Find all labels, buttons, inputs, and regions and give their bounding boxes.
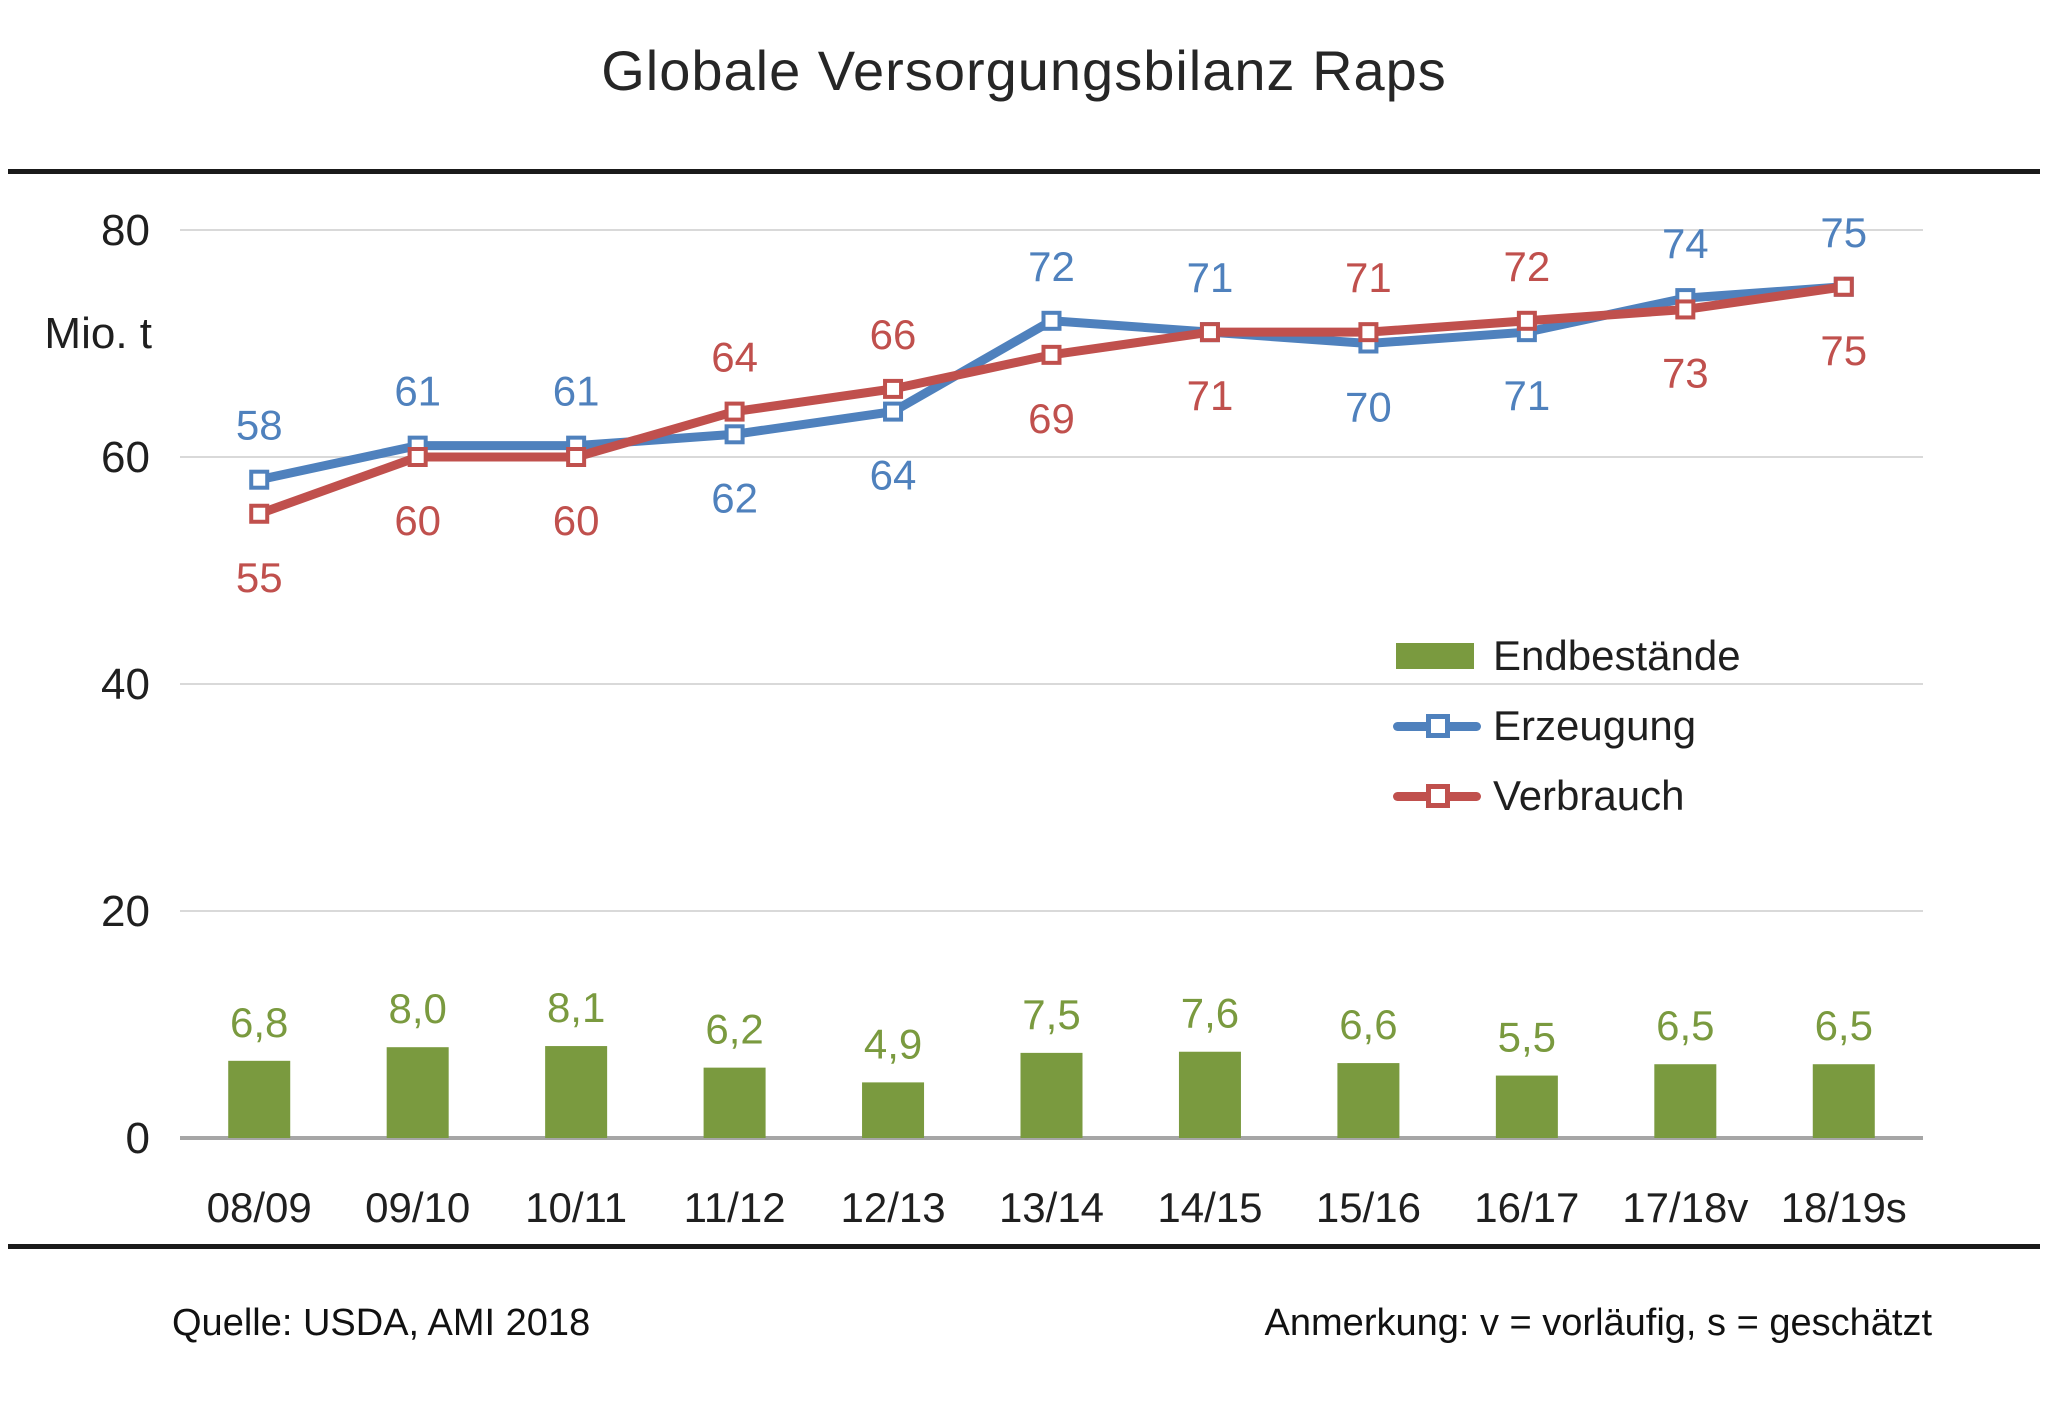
category-label: 17/18v bbox=[1622, 1184, 1748, 1231]
point-label-Erzeugung: 70 bbox=[1345, 384, 1392, 431]
marker-Verbrauch-14/15 bbox=[1199, 322, 1220, 343]
bar-value-label: 6,5 bbox=[1656, 1002, 1714, 1049]
y-tick-label: 80 bbox=[101, 206, 150, 255]
category-label: 12/13 bbox=[840, 1184, 945, 1231]
marker-Verbrauch-10/11 bbox=[566, 447, 587, 467]
marker-Erzeugung-13/14 bbox=[1041, 310, 1062, 331]
top-divider bbox=[8, 169, 2040, 174]
marker-Erzeugung-08/09 bbox=[249, 469, 270, 490]
category-label: 14/15 bbox=[1157, 1184, 1262, 1231]
y-axis-unit-label: Mio. t bbox=[44, 309, 152, 358]
bar-17/18v bbox=[1654, 1064, 1717, 1138]
y-tick-label: 0 bbox=[126, 1114, 150, 1163]
point-label-Erzeugung: 61 bbox=[394, 368, 441, 415]
bar-value-label: 5,5 bbox=[1498, 1014, 1556, 1061]
bar-value-label: 4,9 bbox=[864, 1020, 922, 1067]
bar-value-label: 8,0 bbox=[388, 985, 446, 1032]
bar-12/13 bbox=[862, 1082, 925, 1138]
legend: Endbestände Erzeugung Verbrauch bbox=[1393, 629, 1741, 839]
bar-08/09 bbox=[228, 1060, 291, 1138]
marker-Erzeugung-11/12 bbox=[724, 424, 745, 445]
point-label-Verbrauch: 72 bbox=[1504, 243, 1551, 290]
bar-value-label: 6,2 bbox=[705, 1006, 763, 1053]
point-label-Erzeugung: 64 bbox=[870, 452, 917, 499]
category-label: 09/10 bbox=[365, 1184, 470, 1231]
marker-Verbrauch-12/13 bbox=[883, 378, 904, 399]
bar-10/11 bbox=[545, 1046, 608, 1138]
line-marker-swatch-icon bbox=[1393, 699, 1481, 753]
y-tick-label: 40 bbox=[101, 660, 150, 709]
y-tick-label: 60 bbox=[101, 433, 150, 482]
y-tick-label: 20 bbox=[101, 887, 150, 936]
category-label: 10/11 bbox=[525, 1184, 627, 1231]
marker-Verbrauch-09/10 bbox=[407, 447, 428, 467]
legend-item-endbestaende: Endbestände bbox=[1393, 629, 1741, 683]
bar-18/19s bbox=[1812, 1064, 1875, 1138]
point-label-Erzeugung: 74 bbox=[1662, 220, 1709, 267]
point-label-Verbrauch: 64 bbox=[711, 334, 758, 381]
bar-value-label: 6,5 bbox=[1815, 1002, 1873, 1049]
marker-Verbrauch-13/14 bbox=[1041, 344, 1062, 365]
bar-value-label: 8,1 bbox=[547, 984, 605, 1031]
point-label-Erzeugung: 71 bbox=[1504, 372, 1551, 419]
marker-Verbrauch-17/18v bbox=[1675, 299, 1696, 320]
bar-14/15 bbox=[1178, 1051, 1241, 1138]
line-marker-swatch-icon bbox=[1393, 769, 1481, 823]
point-label-Verbrauch: 55 bbox=[236, 554, 283, 601]
marker-Verbrauch-15/16 bbox=[1358, 322, 1379, 343]
category-label: 16/17 bbox=[1474, 1184, 1579, 1231]
legend-item-verbrauch: Verbrauch bbox=[1393, 769, 1741, 823]
legend-label-endbestaende: Endbestände bbox=[1493, 632, 1741, 679]
page-title: Globale Versorgungsbilanz Raps bbox=[601, 39, 1447, 102]
marker-Verbrauch-16/17 bbox=[1516, 310, 1537, 331]
point-label-Erzeugung: 62 bbox=[711, 474, 758, 521]
legend-label-erzeugung: Erzeugung bbox=[1493, 702, 1697, 749]
point-label-Erzeugung: 72 bbox=[1028, 243, 1075, 290]
marker-Verbrauch-18/19s bbox=[1833, 276, 1854, 297]
bar-11/12 bbox=[703, 1067, 766, 1138]
bar-16/17 bbox=[1495, 1075, 1558, 1138]
annotation-note: Anmerkung: v = vorläufig, s = geschätzt bbox=[1264, 1302, 1932, 1344]
bottom-divider bbox=[8, 1244, 2040, 1249]
point-label-Verbrauch: 75 bbox=[1820, 327, 1867, 374]
legend-item-erzeugung: Erzeugung bbox=[1393, 699, 1741, 753]
bar-09/10 bbox=[386, 1047, 449, 1138]
point-label-Verbrauch: 69 bbox=[1028, 395, 1075, 442]
bar-value-label: 6,8 bbox=[230, 999, 288, 1046]
point-label-Verbrauch: 73 bbox=[1662, 349, 1709, 396]
marker-Verbrauch-11/12 bbox=[724, 401, 745, 422]
bar-value-label: 7,5 bbox=[1022, 991, 1080, 1038]
point-label-Verbrauch: 66 bbox=[870, 311, 917, 358]
category-label: 13/14 bbox=[999, 1184, 1104, 1231]
marker-Erzeugung-12/13 bbox=[883, 401, 904, 422]
point-label-Verbrauch: 60 bbox=[394, 497, 441, 544]
bar-15/16 bbox=[1337, 1063, 1400, 1138]
marker-Verbrauch-08/09 bbox=[249, 503, 270, 524]
point-label-Erzeugung: 61 bbox=[553, 368, 600, 415]
point-label-Verbrauch: 71 bbox=[1345, 254, 1392, 301]
category-label: 08/09 bbox=[207, 1184, 312, 1231]
point-label-Erzeugung: 71 bbox=[1187, 254, 1234, 301]
bar-13/14 bbox=[1020, 1052, 1083, 1138]
bar-swatch-icon bbox=[1393, 629, 1481, 683]
legend-label-verbrauch: Verbrauch bbox=[1493, 772, 1685, 819]
source-note: Quelle: USDA, AMI 2018 bbox=[172, 1302, 591, 1344]
category-label: 11/12 bbox=[684, 1184, 786, 1231]
point-label-Erzeugung: 75 bbox=[1820, 209, 1867, 256]
bar-value-label: 6,6 bbox=[1339, 1001, 1397, 1048]
category-label: 18/19s bbox=[1781, 1184, 1907, 1231]
bar-value-label: 7,6 bbox=[1181, 990, 1239, 1037]
point-label-Verbrauch: 60 bbox=[553, 497, 600, 544]
point-label-Verbrauch: 71 bbox=[1187, 372, 1234, 419]
category-label: 15/16 bbox=[1316, 1184, 1421, 1231]
point-label-Erzeugung: 58 bbox=[236, 402, 283, 449]
